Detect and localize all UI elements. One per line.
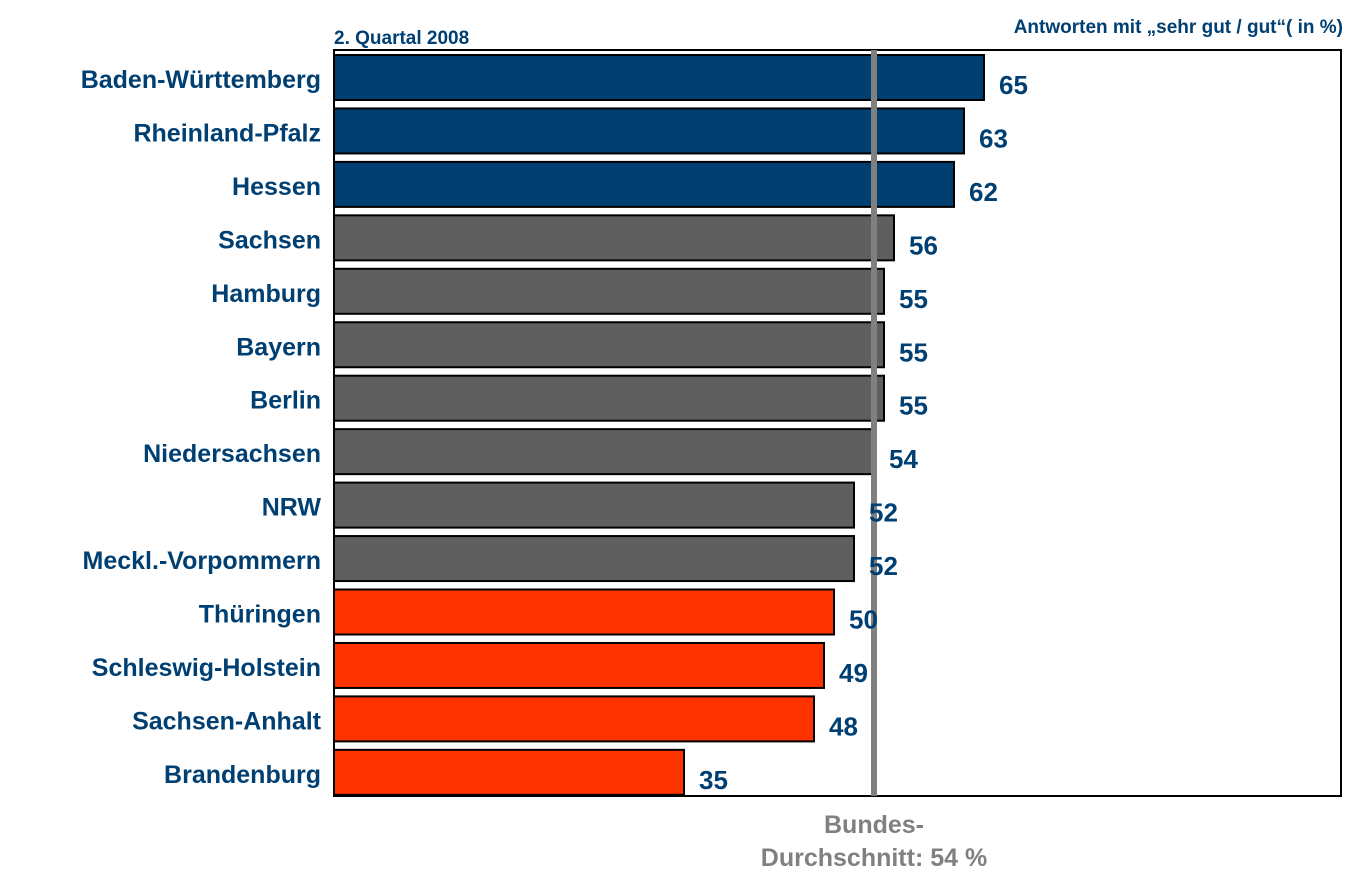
value-label: 48 [829,711,858,741]
category-label: Berlin [250,387,321,415]
average-label-line1: Bundes- [824,811,924,839]
value-label: 56 [909,230,938,260]
value-label: 52 [869,498,898,528]
category-label: Brandenburg [164,761,321,789]
value-label: 62 [969,177,998,207]
value-label: 54 [889,444,918,474]
category-label: Baden-Württemberg [81,66,321,94]
bar [333,267,885,315]
value-label: 55 [899,391,928,421]
chart-title: Antworten mit „sehr gut / gut“( in %) [1014,17,1343,38]
category-label: Niedersachsen [143,440,321,468]
bar [333,748,685,796]
average-label-line2: Durchschnitt: 54 % [761,844,987,872]
bar [333,107,965,155]
chart-subtitle: 2. Quartal 2008 [334,28,469,49]
category-label: Thüringen [199,601,321,629]
category-label: Sachsen [218,226,321,254]
bar [333,214,895,262]
value-label: 52 [869,551,898,581]
category-label: Sachsen-Anhalt [132,707,322,735]
labels-layer: Baden-Württemberg 65 Rheinland-Pfalz 63 Hess… [81,66,1028,795]
category-label: Bayern [236,333,321,361]
bar [333,54,985,101]
bar [333,641,825,689]
category-label: Rheinland-Pfalz [133,119,321,147]
category-label: Hessen [232,173,321,201]
category-label: NRW [262,494,322,522]
bar [333,535,855,583]
bars-layer [333,54,985,796]
value-label: 55 [899,284,928,314]
category-label: Hamburg [211,280,321,308]
bar [333,374,885,422]
bar [333,160,955,208]
bar [333,428,875,476]
value-label: 35 [699,765,728,795]
bar [333,588,835,636]
category-label: Meckl.-Vorpommern [83,547,321,575]
value-label: 65 [999,70,1028,100]
value-label: 49 [839,658,868,688]
value-label: 55 [899,337,928,367]
value-label: 50 [849,605,878,635]
value-label: 63 [979,123,1008,153]
bar [333,695,815,743]
bar [333,321,885,369]
category-label: Schleswig-Holstein [92,654,321,682]
bar [333,481,855,529]
